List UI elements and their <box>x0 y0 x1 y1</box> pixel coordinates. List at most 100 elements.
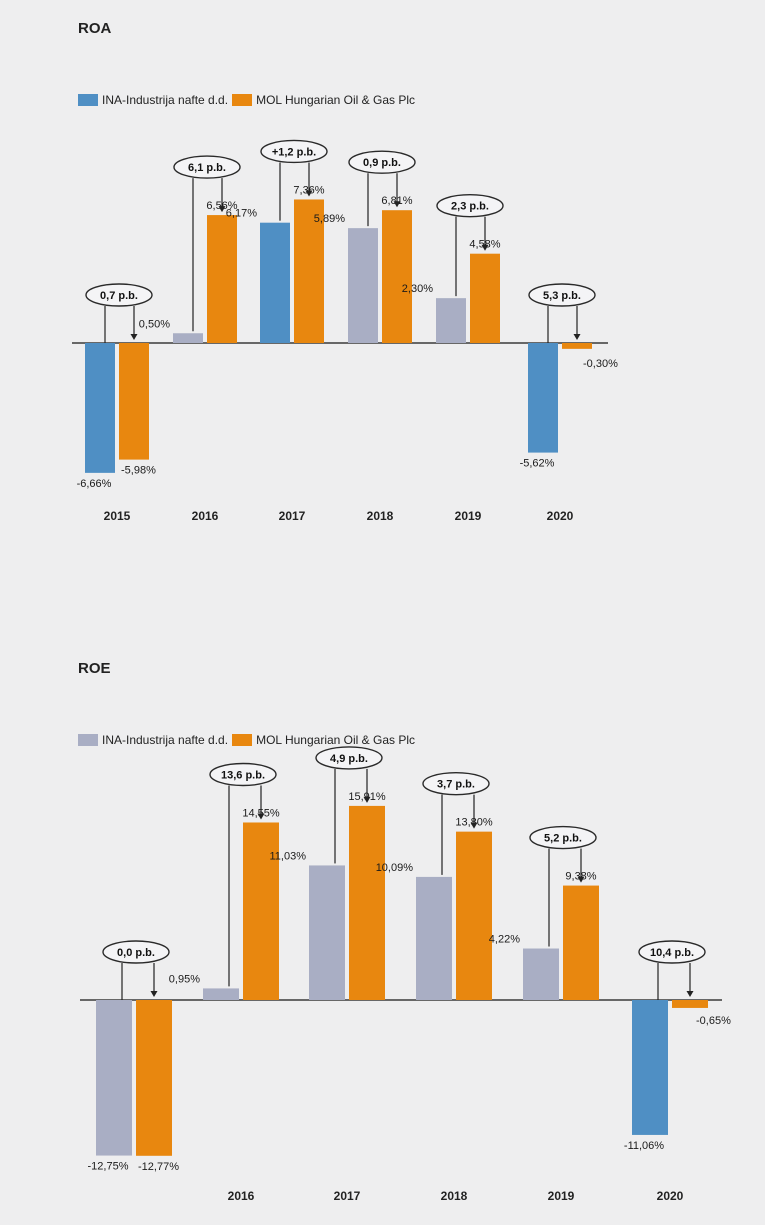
roe-bar-ina-4 <box>523 948 559 1000</box>
roe-plot: -12,75% -12,77%0,0 p.b.0,95%14,55%13,6 p.… <box>80 746 731 1203</box>
roe-bar-mol-3 <box>456 831 492 1000</box>
roe-diff-arrow-1 <box>257 813 265 820</box>
roa-category-label-0: 2015 <box>104 509 131 523</box>
roe-category-label-4: 2019 <box>548 1189 575 1203</box>
roa-value-label-ina-0: -6,66% <box>77 478 112 490</box>
roa-diff-ellipse-0 <box>85 283 153 307</box>
roa-category-label-2: 2017 <box>279 509 306 523</box>
roa-bar-ina-5 <box>528 343 558 453</box>
roa-diff-arrow-5 <box>573 334 581 340</box>
roe-diff-arrow-2 <box>363 796 371 803</box>
roa-diff-ellipse-3 <box>348 150 416 174</box>
roa-value-label-mol-0: -5,98% <box>121 465 156 477</box>
roa-diff-arrow-1 <box>218 206 226 213</box>
roa-bar-mol-0 <box>119 343 149 460</box>
roe-value-label-ina-3: 10,09% <box>376 862 414 874</box>
roe-diff-label-5: 10,4 p.b. <box>650 947 694 959</box>
roa-value-label-ina-2: 6,17% <box>226 208 257 220</box>
roe-value-label-mol-5: -0,65% <box>696 1015 731 1027</box>
roa-bar-ina-3 <box>348 228 378 343</box>
roa-bar-ina-1 <box>173 333 203 343</box>
roe-bar-ina-0 <box>96 1000 132 1156</box>
roa-diff-label-4: 2,3 p.b. <box>451 201 489 213</box>
roe-diff-label-4: 5,2 p.b. <box>544 833 582 845</box>
roa-bar-ina-2 <box>260 222 290 343</box>
roa-diff-ellipse-5 <box>528 283 596 307</box>
roa-category-label-4: 2019 <box>455 509 482 523</box>
roe-bar-ina-3 <box>416 876 452 1000</box>
roa-diff-ellipse-2 <box>260 139 328 164</box>
roe-diff-arrow-4 <box>577 876 585 883</box>
roe-legend-swatch-ina <box>78 734 98 746</box>
roa-value-label-mol-5: -0,30% <box>583 358 618 370</box>
roe-diff-ellipse-4 <box>529 825 597 850</box>
roa-diff-arrow-2 <box>305 190 313 197</box>
roa-bar-mol-5 <box>562 343 592 349</box>
roe-bar-mol-0 <box>136 1000 172 1156</box>
roe-legend-label-mol: MOL Hungarian Oil & Gas Plc <box>256 733 416 747</box>
roe-category-label-5: 2020 <box>657 1189 684 1203</box>
roe-diff-arrow-5 <box>686 991 694 997</box>
roe-diff-ellipse-5 <box>638 940 706 964</box>
roa-diff-ellipse-1 <box>173 155 241 179</box>
roe-diff-ellipse-0 <box>102 940 170 964</box>
roa-legend-swatch-mol <box>232 94 253 106</box>
roa-value-label-ina-3: 5,89% <box>314 213 345 225</box>
roe-bar-ina-5 <box>632 1000 668 1135</box>
roa-diff-arrow-0 <box>130 334 138 340</box>
roa-category-label-1: 2016 <box>192 509 219 523</box>
roe-bar-ina-1 <box>203 988 239 1000</box>
roa-diff-arrow-4 <box>481 244 489 251</box>
roe-category-label-2: 2017 <box>334 1189 361 1203</box>
roa-chart-title: ROA <box>78 20 112 37</box>
roe-bar-mol-4 <box>563 885 599 1000</box>
roa-bar-mol-2 <box>294 199 324 343</box>
roa-diff-label-0: 0,7 p.b. <box>100 290 138 302</box>
roa-legend-swatch-ina <box>78 94 98 106</box>
roa-legend: INA-Industrija nafte d.d. MOL Hungarian … <box>78 93 419 107</box>
roe-bar-ina-2 <box>309 865 345 1000</box>
roa-diff-label-2: +1,2 p.b. <box>272 146 316 158</box>
roa-bar-mol-1 <box>207 215 237 343</box>
roa-legend-label-ina: INA-Industrija nafte d.d. <box>102 93 229 107</box>
roe-legend-swatch-mol <box>232 734 253 746</box>
roe-diff-label-2: 4,9 p.b. <box>330 753 368 765</box>
roa-chart: ROA INA-Industrija nafte d.d. MOL Hungar… <box>0 0 765 560</box>
roe-diff-label-3: 3,7 p.b. <box>437 779 475 791</box>
roa-bar-mol-4 <box>470 253 500 343</box>
roe-diff-label-0: 0,0 p.b. <box>117 947 155 959</box>
roa-diff-label-3: 0,9 p.b. <box>363 157 401 169</box>
roa-bar-ina-0 <box>85 343 115 473</box>
roe-value-label-ina-2: 11,03% <box>270 850 307 862</box>
roe-bar-mol-1 <box>243 822 279 1000</box>
roe-bar-mol-2 <box>349 805 385 1000</box>
roe-bar-mol-5 <box>672 1000 708 1008</box>
roa-value-label-ina-4: 2,30% <box>402 283 433 295</box>
roe-diff-arrow-0 <box>150 991 158 997</box>
roa-diff-arrow-3 <box>393 201 401 208</box>
roe-diff-ellipse-3 <box>422 771 490 796</box>
roa-diff-label-5: 5,3 p.b. <box>543 290 581 302</box>
roa-bar-mol-3 <box>382 210 412 343</box>
roe-value-label-ina-0: -12,75% <box>88 1161 129 1173</box>
roa-value-label-ina-5: -5,62% <box>520 458 555 470</box>
roe-value-label-ina-5: -11,06% <box>624 1140 664 1152</box>
roa-diff-label-1: 6,1 p.b. <box>188 162 226 174</box>
roe-value-label-ina-4: 4,22% <box>489 934 520 946</box>
roa-legend-label-mol: MOL Hungarian Oil & Gas Plc <box>256 93 416 107</box>
roe-diff-label-1: 13,6 p.b. <box>221 769 265 781</box>
roe-legend-label-ina: INA-Industrija nafte d.d. <box>102 733 229 747</box>
roe-chart: ROE INA-Industrija nafte d.d. MOL Hungar… <box>0 640 765 1225</box>
roe-category-label-3: 2018 <box>441 1189 468 1203</box>
roe-chart-title: ROE <box>78 660 111 677</box>
roa-category-label-5: 2020 <box>547 509 574 523</box>
roe-value-label-ina-1: 0,95% <box>169 973 200 985</box>
roe-category-label-1: 2016 <box>228 1189 255 1203</box>
roa-category-label-3: 2018 <box>367 509 394 523</box>
roe-value-label-mol-0: -12,77% <box>138 1161 179 1173</box>
roe-diff-ellipse-2 <box>315 746 383 770</box>
roe-diff-ellipse-1 <box>209 762 277 787</box>
roe-legend: INA-Industrija nafte d.d. MOL Hungarian … <box>78 733 419 747</box>
roa-diff-ellipse-4 <box>436 193 504 218</box>
